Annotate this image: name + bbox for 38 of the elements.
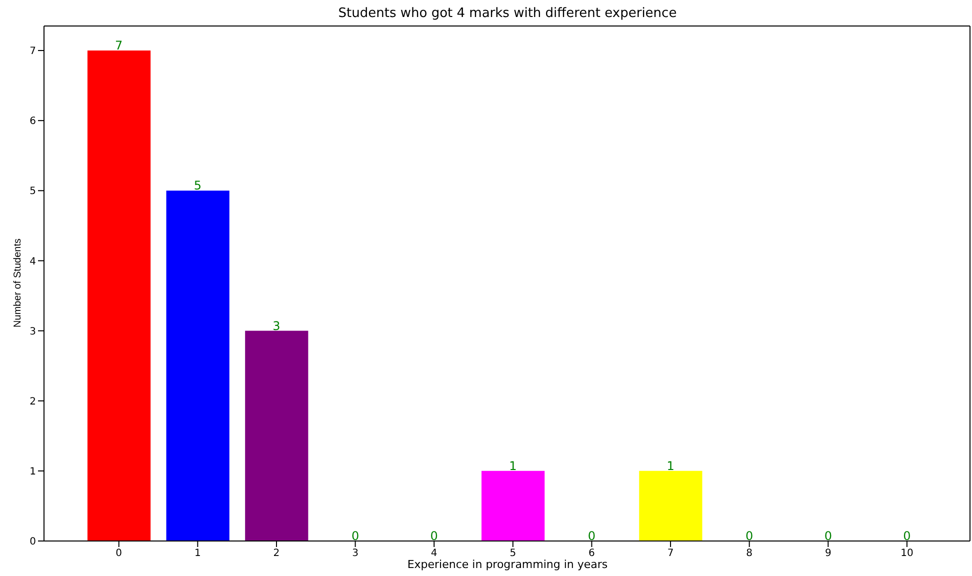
- y-tick-label: 4: [30, 256, 36, 268]
- x-tick-label: 0: [116, 548, 122, 560]
- y-tick-label: 2: [30, 396, 36, 408]
- y-tick-label: 1: [30, 466, 36, 478]
- data-label: 1: [666, 458, 674, 473]
- x-tick-label: 5: [510, 548, 516, 560]
- x-tick-label: 6: [588, 548, 595, 560]
- x-tick-label: 7: [667, 548, 674, 560]
- data-label: 0: [351, 529, 360, 543]
- data-label: 7: [115, 38, 123, 53]
- x-axis-title: Experience in programming in years: [406, 558, 609, 571]
- bar: [245, 330, 308, 541]
- y-tick-label: 6: [30, 116, 36, 128]
- x-tick-label: 4: [430, 548, 438, 560]
- x-tick-label: 1: [194, 548, 201, 560]
- bar: [639, 470, 702, 541]
- data-label: 1: [509, 458, 517, 473]
- y-axis-title: Number of Students: [12, 238, 24, 328]
- data-label: 3: [272, 318, 280, 333]
- x-tick-label: 8: [746, 548, 753, 560]
- x-tick-label: 3: [352, 548, 358, 560]
- bar: [166, 190, 230, 541]
- data-label: 0: [824, 529, 832, 543]
- data-label: 0: [430, 529, 438, 543]
- y-tick-label: 7: [30, 46, 36, 58]
- y-tick-label: 3: [30, 326, 36, 338]
- bar: [482, 470, 545, 541]
- chart-title: Students who got 4 marks with different experience: [337, 6, 678, 21]
- data-label: 0: [588, 529, 596, 543]
- x-tick-label: 2: [273, 548, 280, 560]
- x-tick-label: 9: [824, 548, 832, 560]
- data-label: 5: [194, 178, 202, 193]
- x-tick-label: 10: [900, 548, 914, 560]
- bar: [87, 50, 151, 541]
- data-label: 0: [746, 529, 754, 543]
- data-label: 0: [903, 529, 911, 543]
- y-tick-label: 5: [30, 186, 36, 198]
- y-tick-label: 0: [30, 536, 36, 548]
